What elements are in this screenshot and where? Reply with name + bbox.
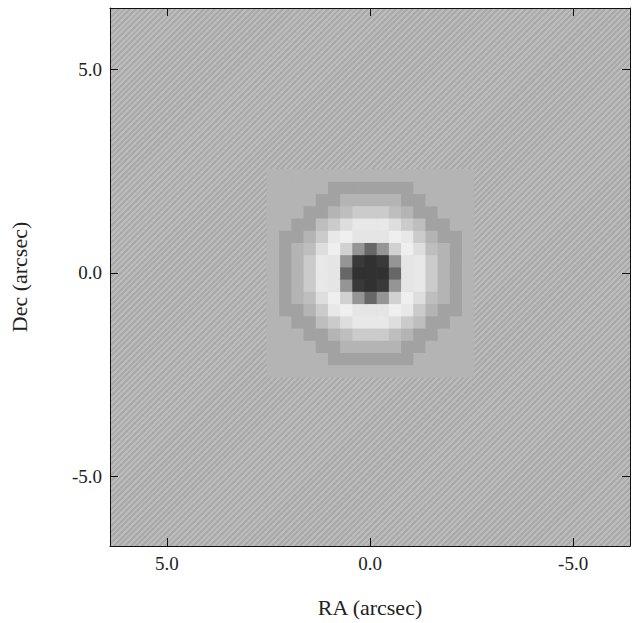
svg-text:RA (arcsec): RA (arcsec) bbox=[318, 595, 422, 620]
svg-text:Dec (arcsec): Dec (arcsec) bbox=[7, 222, 32, 333]
svg-text:0.0: 0.0 bbox=[78, 262, 102, 283]
svg-text:5.0: 5.0 bbox=[155, 553, 179, 574]
svg-text:-5.0: -5.0 bbox=[558, 553, 588, 574]
svg-text:-5.0: -5.0 bbox=[72, 466, 102, 487]
svg-text:0.0: 0.0 bbox=[358, 553, 382, 574]
svg-text:5.0: 5.0 bbox=[78, 59, 102, 80]
